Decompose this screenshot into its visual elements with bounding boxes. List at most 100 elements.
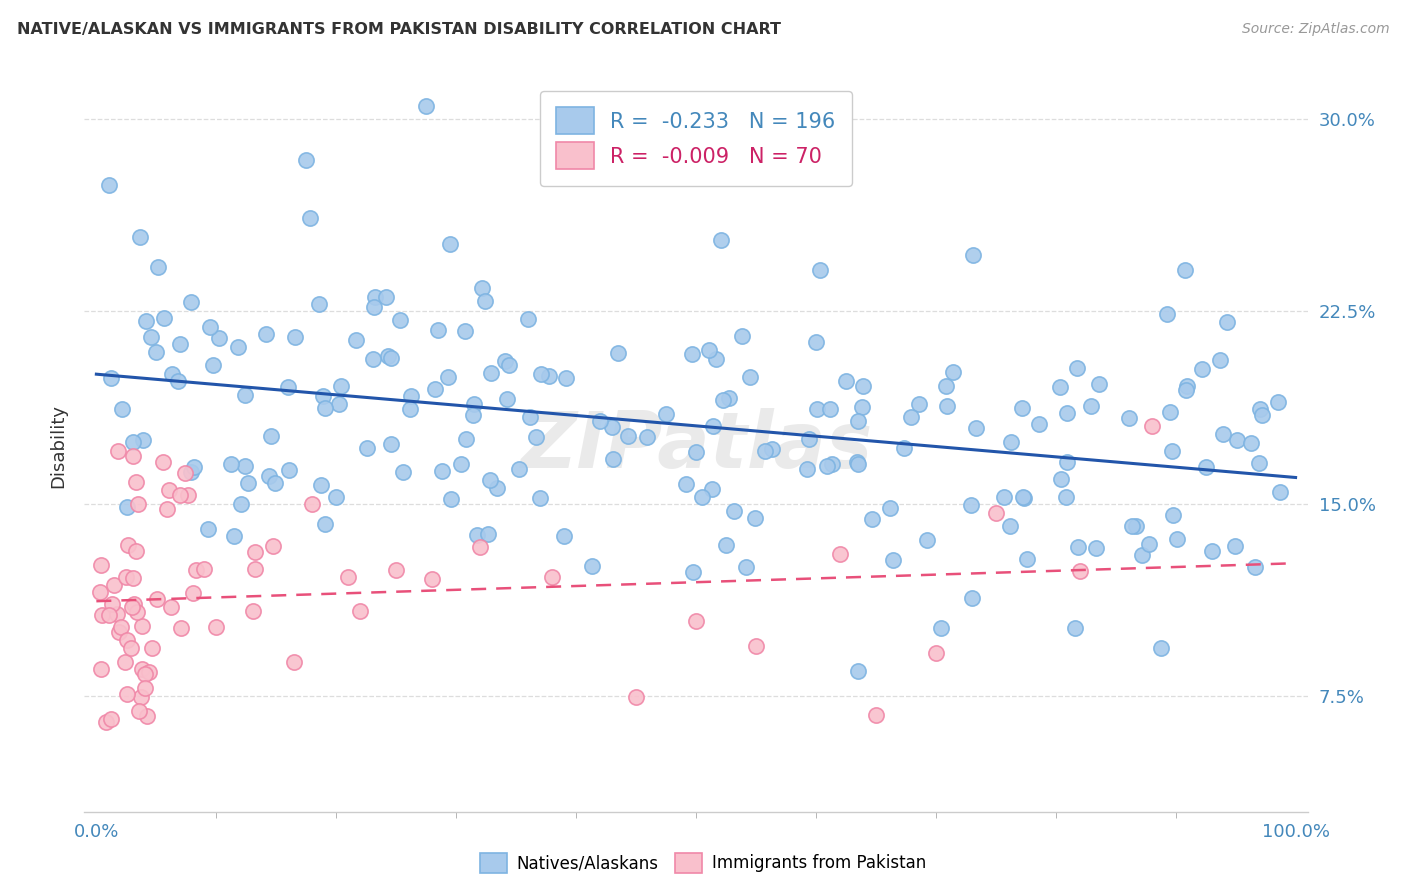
Point bbox=[257, 468, 280, 483]
Point bbox=[1161, 508, 1184, 522]
Point bbox=[374, 290, 396, 304]
Point bbox=[915, 533, 938, 547]
Point bbox=[818, 402, 841, 417]
Point bbox=[555, 371, 578, 385]
Point bbox=[517, 312, 540, 326]
Point bbox=[821, 458, 844, 472]
Point bbox=[1243, 559, 1265, 574]
Point bbox=[377, 350, 399, 364]
Point bbox=[1049, 380, 1071, 394]
Point bbox=[208, 331, 231, 345]
Point bbox=[110, 620, 132, 634]
Point bbox=[197, 522, 219, 536]
Point bbox=[205, 620, 228, 634]
Point bbox=[815, 458, 838, 473]
Point bbox=[1267, 394, 1289, 409]
Point bbox=[388, 313, 411, 327]
Point bbox=[581, 559, 603, 574]
Point bbox=[1140, 419, 1163, 434]
Point bbox=[1088, 377, 1111, 392]
Point bbox=[474, 293, 496, 308]
Point bbox=[380, 436, 402, 450]
Point bbox=[929, 620, 952, 634]
Point bbox=[202, 359, 225, 373]
Point bbox=[125, 475, 148, 490]
Legend: Natives/Alaskans, Immigrants from Pakistan: Natives/Alaskans, Immigrants from Pakist… bbox=[474, 847, 932, 880]
Point bbox=[711, 392, 734, 407]
Point bbox=[1012, 491, 1035, 506]
Point bbox=[682, 565, 704, 579]
Point bbox=[1084, 541, 1107, 555]
Point bbox=[846, 457, 869, 471]
Point bbox=[808, 263, 831, 277]
Point bbox=[236, 475, 259, 490]
Point bbox=[90, 662, 112, 676]
Point bbox=[134, 667, 156, 681]
Point bbox=[229, 496, 252, 510]
Point bbox=[103, 578, 125, 592]
Point bbox=[127, 497, 149, 511]
Point bbox=[349, 604, 371, 618]
Point bbox=[735, 560, 758, 574]
Point bbox=[553, 529, 575, 543]
Point bbox=[745, 639, 768, 653]
Point bbox=[925, 646, 948, 660]
Point bbox=[1159, 405, 1181, 419]
Point bbox=[1137, 537, 1160, 551]
Point bbox=[723, 504, 745, 518]
Point bbox=[541, 570, 564, 584]
Point bbox=[1249, 401, 1271, 416]
Point bbox=[1080, 399, 1102, 413]
Point bbox=[314, 517, 336, 532]
Point bbox=[1150, 640, 1173, 655]
Point bbox=[600, 420, 623, 434]
Point bbox=[730, 328, 752, 343]
Point bbox=[134, 681, 156, 695]
Point bbox=[160, 600, 183, 615]
Point bbox=[145, 345, 167, 359]
Point bbox=[1166, 532, 1188, 546]
Point bbox=[94, 715, 117, 730]
Point bbox=[391, 465, 413, 479]
Point bbox=[1174, 263, 1197, 277]
Point bbox=[935, 379, 957, 393]
Point bbox=[301, 497, 323, 511]
Point bbox=[193, 562, 215, 576]
Point bbox=[361, 351, 384, 366]
Point bbox=[328, 396, 350, 410]
Point bbox=[851, 400, 873, 414]
Point bbox=[704, 351, 727, 366]
Point bbox=[242, 604, 264, 618]
Point bbox=[984, 506, 1007, 520]
Point bbox=[519, 410, 541, 425]
Point bbox=[262, 539, 284, 553]
Point bbox=[606, 346, 628, 360]
Point bbox=[115, 687, 138, 701]
Point bbox=[494, 354, 516, 368]
Point bbox=[496, 392, 519, 406]
Point bbox=[132, 433, 155, 447]
Point bbox=[1069, 564, 1091, 578]
Point bbox=[121, 640, 143, 655]
Point bbox=[264, 475, 287, 490]
Point bbox=[907, 397, 929, 411]
Point bbox=[198, 320, 221, 334]
Point bbox=[174, 467, 197, 481]
Point bbox=[1011, 490, 1033, 504]
Point bbox=[97, 178, 120, 192]
Point bbox=[1209, 353, 1232, 368]
Point bbox=[385, 563, 408, 577]
Point bbox=[1191, 361, 1213, 376]
Point bbox=[846, 414, 869, 428]
Point bbox=[128, 230, 150, 244]
Point bbox=[432, 465, 454, 479]
Point bbox=[181, 586, 204, 600]
Point bbox=[998, 518, 1021, 533]
Point bbox=[177, 487, 200, 501]
Point bbox=[131, 619, 153, 633]
Point bbox=[131, 662, 153, 676]
Point bbox=[454, 433, 477, 447]
Point bbox=[380, 351, 402, 366]
Point bbox=[845, 455, 868, 469]
Point bbox=[624, 690, 647, 705]
